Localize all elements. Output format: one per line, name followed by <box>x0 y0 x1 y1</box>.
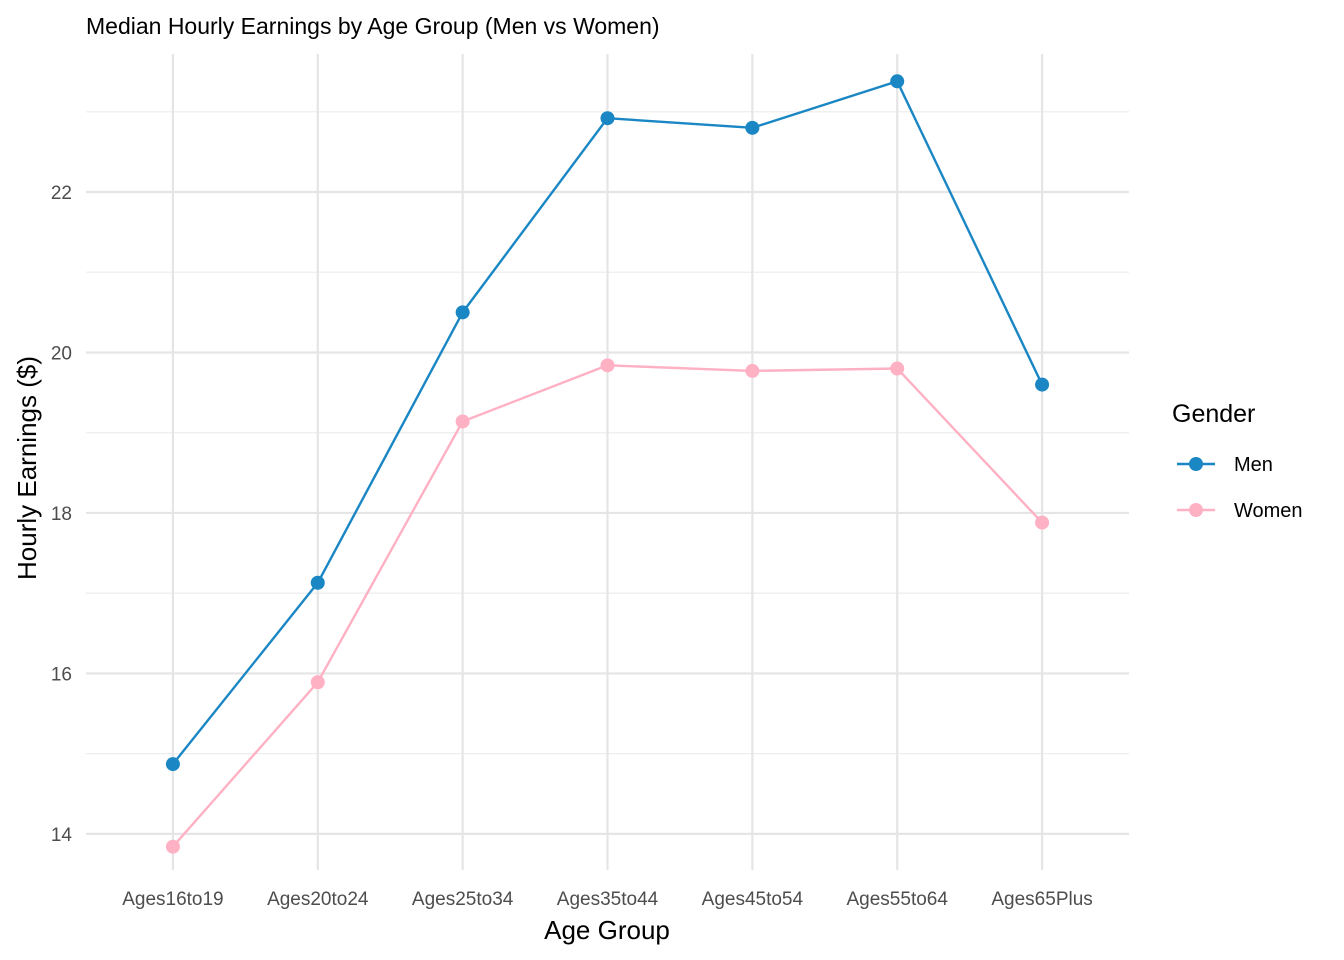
legend-label-women: Women <box>1234 500 1303 522</box>
x-tick-label: Ages25to34 <box>412 889 514 910</box>
grid <box>86 54 1129 870</box>
axes: 14 16 18 20 22 Ages16to19 Ages20to24 Ages25to34… <box>51 183 1093 910</box>
data-point-women <box>310 675 325 690</box>
data-point-women <box>745 363 760 378</box>
data-point-women <box>165 839 180 854</box>
data-point-women <box>890 361 905 376</box>
x-tick-label: Ages16to19 <box>122 889 223 910</box>
data-point-men <box>745 120 760 135</box>
data-point-women <box>1035 515 1050 530</box>
data-point-men <box>600 111 615 126</box>
x-tick-label: Ages20to24 <box>267 889 369 910</box>
data-point-men <box>165 757 180 772</box>
y-tick-label: 20 <box>51 343 72 364</box>
data-point-men <box>310 575 325 590</box>
y-axis-title: Hourly Earnings ($) <box>12 356 42 580</box>
data-point-women <box>455 414 470 429</box>
legend-label-men: Men <box>1234 454 1273 476</box>
data-point-men <box>890 74 905 89</box>
series <box>165 74 1050 854</box>
x-tick-label: Ages65Plus <box>991 889 1092 910</box>
legend-title: Gender <box>1172 400 1255 428</box>
legend-key-point-men <box>1189 457 1203 471</box>
x-tick-label: Ages55to64 <box>847 889 949 910</box>
data-point-women <box>600 358 615 373</box>
y-tick-label: 22 <box>51 183 72 204</box>
chart-title: Median Hourly Earnings by Age Group (Men… <box>86 13 660 39</box>
legend: Gender Men Women <box>1172 400 1303 522</box>
data-point-men <box>455 305 470 320</box>
data-point-men <box>1035 377 1050 392</box>
x-tick-label: Ages35to44 <box>557 889 659 910</box>
y-tick-label: 16 <box>51 664 72 685</box>
y-tick-label: 14 <box>51 825 73 846</box>
legend-key-point-women <box>1189 503 1203 517</box>
x-tick-label: Ages45to54 <box>702 889 804 910</box>
y-tick-label: 18 <box>51 504 72 525</box>
x-axis-title: Age Group <box>544 915 670 945</box>
